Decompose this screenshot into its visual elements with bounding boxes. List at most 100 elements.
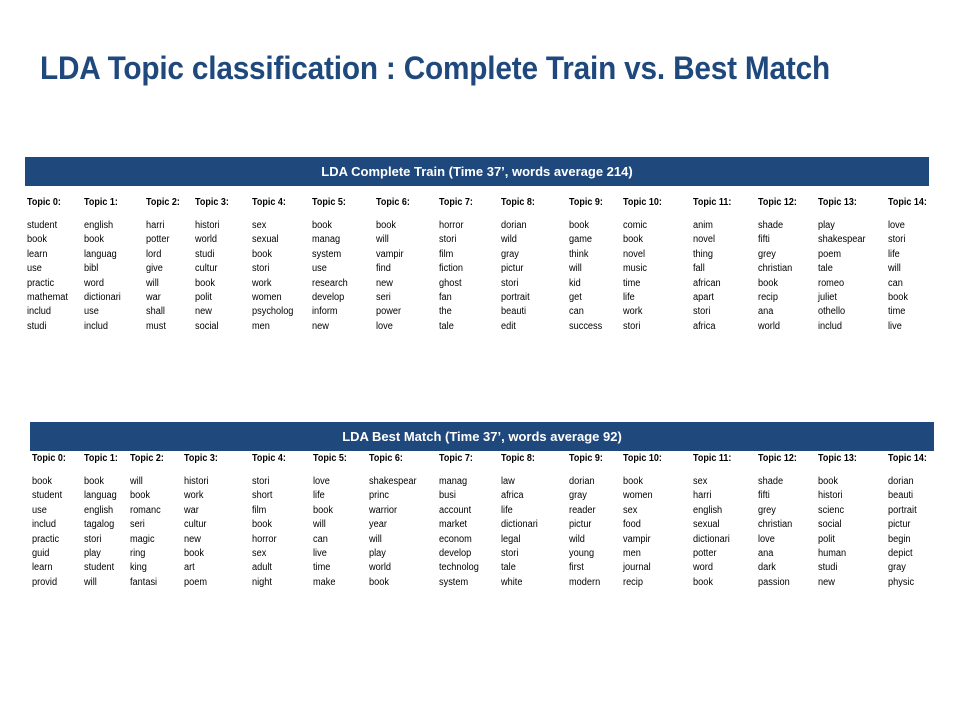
complete-train-topic-14-word: love: [888, 220, 905, 231]
complete-train-topic-2-label: Topic 2:: [146, 197, 180, 208]
best-match-topic-12-word: shade: [758, 476, 784, 487]
complete-train-topic-11-word: african: [693, 277, 721, 289]
complete-train-topic-2-word: shall: [146, 306, 165, 318]
complete-train-topic-2-word: give: [146, 263, 163, 275]
complete-train-topic-7-word: film: [439, 248, 454, 260]
complete-train-topic-6-word: power: [376, 306, 402, 318]
best-match-topic-13-word: studi: [818, 562, 838, 574]
best-match-topic-10-label: Topic 10:: [623, 453, 662, 464]
best-match-topic-6-word: book: [369, 576, 389, 588]
best-match-topic-5-word: love: [313, 476, 330, 487]
best-match-topic-5-word: time: [313, 562, 331, 574]
best-match-topic-6-word: play: [369, 548, 386, 559]
best-match-topic-10-word: men: [623, 548, 641, 559]
complete-train-topic-1-word: languag: [84, 248, 117, 260]
complete-train-topic-10-word: music: [623, 263, 648, 275]
complete-train-topic-6-label: Topic 6:: [376, 197, 410, 208]
complete-train-topic-1-word: book: [84, 234, 104, 246]
best-match-topic-6-word: world: [369, 562, 391, 574]
complete-train-topic-11-word: anim: [693, 220, 713, 231]
best-match-topic-8-word: africa: [501, 490, 524, 502]
complete-train-topic-2-word: will: [146, 277, 159, 289]
complete-train-topic-8-word: gray: [501, 248, 519, 260]
complete-train-topic-14-word: life: [888, 248, 900, 260]
best-match-topic-3-label: Topic 3:: [184, 453, 218, 464]
complete-train-topic-5-word: research: [312, 277, 348, 289]
complete-train-topic-12-word: recip: [758, 292, 778, 303]
best-match-topic-4-word: horror: [252, 533, 277, 545]
complete-train-topic-4-word: stori: [252, 263, 270, 275]
complete-train-topic-9-word: book: [569, 220, 589, 231]
best-match-topic-11-word: dictionari: [693, 533, 730, 545]
best-match-topic-12-word: grey: [758, 504, 776, 516]
best-match-topic-3-word: poem: [184, 576, 208, 588]
best-match-topic-0-word: guid: [32, 548, 50, 559]
best-match-topic-2-word: ring: [130, 548, 146, 559]
complete-train-topic-13-label: Topic 13:: [818, 197, 857, 208]
best-match-topic-14-word: portrait: [888, 504, 917, 516]
best-match-topic-13-label: Topic 13:: [818, 453, 857, 464]
complete-train-topic-3-word: studi: [195, 248, 215, 260]
complete-train-topic-12-word: ana: [758, 306, 774, 318]
complete-train-topic-6-word: love: [376, 320, 393, 332]
best-match-topic-3-word: book: [184, 548, 204, 559]
complete-train-topic-0-word: learn: [27, 248, 48, 260]
complete-train-topic-3-word: new: [195, 306, 212, 318]
complete-train-topic-1-word: use: [84, 306, 99, 318]
best-match-topic-6-word: year: [369, 519, 387, 531]
complete-train-topic-13-word: shakespear: [818, 234, 866, 246]
best-match-topic-0-word: use: [32, 504, 47, 516]
best-match-topic-10-word: book: [623, 476, 643, 487]
complete-train-topic-9-word: kid: [569, 277, 581, 289]
complete-train-topic-5-label: Topic 5:: [312, 197, 346, 208]
complete-train-topic-5-word: develop: [312, 292, 345, 303]
complete-train-topic-11-word: thing: [693, 248, 713, 260]
complete-train-topic-2-word: harri: [146, 220, 165, 231]
complete-train-topic-9-word: game: [569, 234, 593, 246]
best-match-topic-9-word: dorian: [569, 476, 595, 487]
complete-train-topic-0-word: student: [27, 220, 58, 231]
best-match-topic-0-word: provid: [32, 576, 58, 588]
best-match-topic-2-word: magic: [130, 533, 155, 545]
complete-train-topic-6-word: will: [376, 234, 389, 246]
best-match-topic-5-word: book: [313, 504, 333, 516]
best-match-topic-7-word: develop: [439, 548, 472, 559]
best-match-topic-9-word: reader: [569, 504, 596, 516]
complete-train-topic-13-word: tale: [818, 263, 833, 275]
best-match-topic-13-word: book: [818, 476, 838, 487]
best-match-topic-3-word: cultur: [184, 519, 207, 531]
complete-train-topic-7-word: horror: [439, 220, 464, 231]
complete-train-topic-13-word: juliet: [818, 292, 837, 303]
best-match-topic-10-word: vampir: [623, 533, 651, 545]
best-match-topic-4-word: short: [252, 490, 273, 502]
best-match-topic-13-word: social: [818, 519, 842, 531]
complete-train-topic-3-word: polit: [195, 292, 212, 303]
best-match-topic-8-word: tale: [501, 562, 516, 574]
complete-train-topic-13-word: romeo: [818, 277, 845, 289]
complete-train-topic-11-word: fall: [693, 263, 705, 275]
best-match-topic-1-word: student: [84, 562, 115, 574]
complete-train-topic-12-word: book: [758, 277, 778, 289]
complete-train-topic-3-word: world: [195, 234, 217, 246]
best-match-topic-12-word: christian: [758, 519, 793, 531]
best-match-topic-11-label: Topic 11:: [693, 453, 732, 464]
complete-train-topic-3-word: book: [195, 277, 215, 289]
best-match-header: LDA Best Match (Time 37’, words average …: [30, 422, 934, 451]
best-match-topic-10-word: journal: [623, 562, 651, 574]
complete-train-topic-6-word: new: [376, 277, 393, 289]
complete-train-topic-0-word: mathemat: [27, 292, 68, 303]
complete-train-topic-10-word: stori: [623, 320, 641, 332]
best-match-topic-2-word: seri: [130, 519, 145, 531]
complete-train-topic-2-word: must: [146, 320, 166, 332]
best-match-topic-6-word: warrior: [369, 504, 398, 516]
complete-train-topic-8-word: pictur: [501, 263, 524, 275]
best-match-topic-11-word: harri: [693, 490, 712, 502]
best-match-topic-9-word: first: [569, 562, 584, 574]
best-match-topic-0-word: learn: [32, 562, 53, 574]
complete-train-topic-10-word: novel: [623, 248, 645, 260]
complete-train-topic-1-word: bibl: [84, 263, 99, 275]
best-match-topic-6-word: princ: [369, 490, 389, 502]
complete-train-topic-9-label: Topic 9:: [569, 197, 603, 208]
best-match-topic-0-word: student: [32, 490, 63, 502]
complete-train-topic-6-word: seri: [376, 292, 391, 303]
